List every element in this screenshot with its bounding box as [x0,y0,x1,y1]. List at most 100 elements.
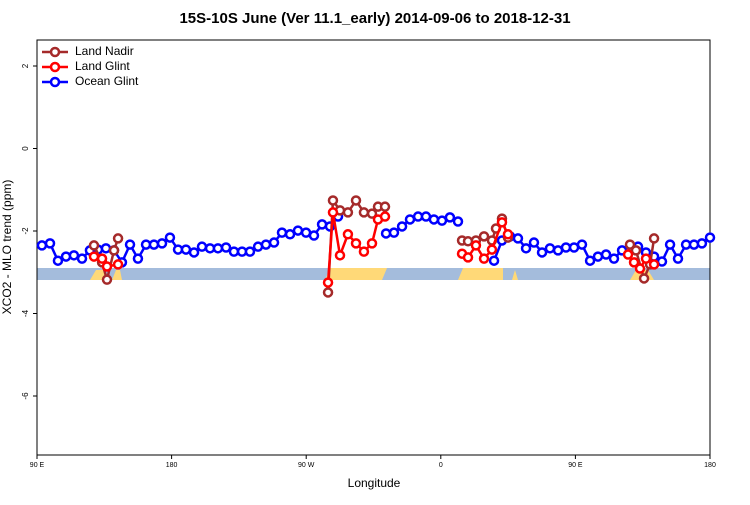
data-point [379,201,391,212]
data-point [496,217,508,228]
data-point [101,261,113,272]
data-point [350,195,362,206]
legend-label: Land Nadir [75,44,134,58]
legend-marker [49,46,61,58]
data-point [404,214,416,225]
data-point [350,238,362,249]
land-mask [37,268,710,280]
data-point [634,263,646,274]
data-point [486,244,498,255]
legend-marker [49,76,61,88]
data-point [488,255,500,266]
legend-marker [49,61,61,73]
data-point [470,240,482,251]
data-point [358,246,370,257]
legend-label: Land Glint [75,59,130,73]
y-tick-label: -4 [21,309,30,317]
data-point [502,229,514,240]
data-point [76,253,88,264]
data-point [664,239,676,250]
data-point [88,240,100,251]
data-point [560,242,572,253]
data-point [322,277,334,288]
data-point [536,247,548,258]
data-point [212,243,224,254]
y-tick-label: 0 [21,146,30,151]
data-point [188,247,200,258]
data-point [156,238,168,249]
data-point [366,208,378,219]
data-point [100,243,112,254]
data-point [220,242,232,253]
data-point [60,251,72,262]
data-point [630,245,642,256]
y-axis-label: XCO2 - MLO trend (ppm) [0,180,14,315]
data-point [112,259,124,270]
x-tick-label: 90 W [298,462,315,469]
data-point [124,239,136,250]
data-point [96,253,108,264]
data-point [342,207,354,218]
data-point [260,239,272,250]
data-point [292,225,304,236]
data-point [36,240,48,251]
data-point [592,251,604,262]
data-point [462,252,474,263]
data-point [308,230,320,241]
data-point [576,239,588,250]
data-point [688,239,700,250]
x-tick-label: 90 E [568,462,583,469]
data-point [704,232,716,243]
data-point [444,212,456,223]
data-point [544,243,556,254]
data-point [88,251,100,262]
data-point [622,249,634,260]
y-tick-label: -6 [21,392,30,400]
data-point [68,250,80,261]
land-area [325,268,387,280]
data-point [428,214,440,225]
data-point [624,239,636,250]
land-area [512,270,518,280]
data-point [379,211,391,222]
data-point [276,227,288,238]
data-point [396,221,408,232]
y-tick-label: 2 [21,63,30,68]
data-point [44,238,56,249]
data-point [672,253,684,264]
y-tick-label: -2 [21,227,30,235]
x-axis-label: Longitude [348,476,401,490]
data-point [600,249,612,260]
data-point [528,237,540,248]
land-area [112,270,122,280]
data-point [638,273,650,284]
data-point [244,246,256,257]
data-point [512,233,524,244]
data-point [108,245,120,256]
data-point [334,250,346,261]
data-point [520,243,532,254]
data-point [648,259,660,270]
data-point [358,207,370,218]
data-point [112,233,124,244]
data-point [342,229,354,240]
data-point [640,253,652,264]
x-tick-label: 0 [439,462,443,469]
data-point [164,232,176,243]
data-point [180,244,192,255]
data-point [101,274,113,285]
data-point [388,227,400,238]
data-point [196,241,208,252]
data-point [148,239,160,250]
data-point [452,216,464,227]
data-point [366,238,378,249]
data-point [52,255,64,266]
data-point [608,253,620,264]
legend-label: Ocean Glint [75,74,139,88]
land-area [458,268,503,280]
data-point [696,238,708,249]
data-point [327,207,339,218]
data-point [648,233,660,244]
data-point [327,195,339,206]
